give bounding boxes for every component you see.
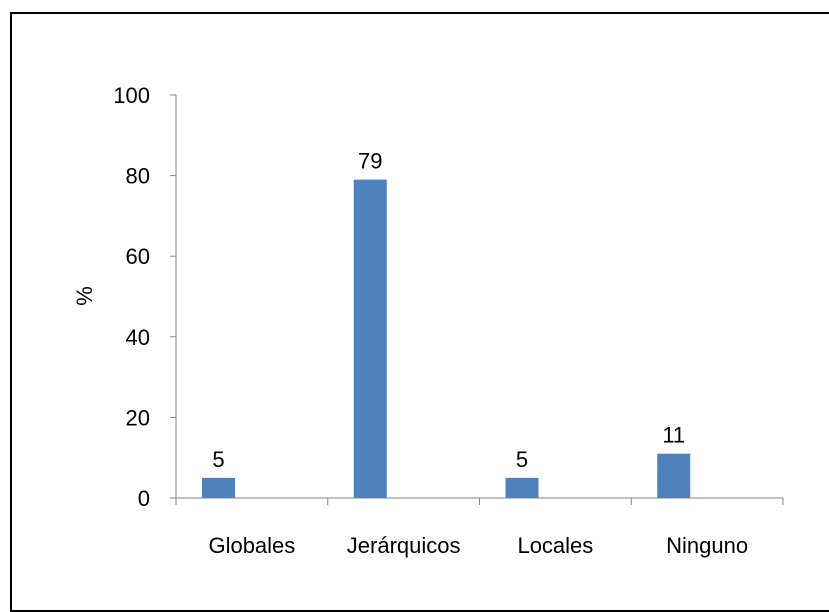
bars	[202, 179, 691, 498]
x-axis: Globales Jerárquicos Locales Ninguno	[175, 497, 784, 558]
y-tick-label: 40	[126, 325, 150, 350]
y-axis-label: %	[72, 286, 97, 306]
bar	[353, 179, 387, 498]
y-axis: 0 20 40 60 80 100	[113, 83, 177, 511]
x-tick-label: Locales	[517, 533, 593, 558]
y-tick-label: 60	[126, 244, 150, 269]
bar-chart: 0 20 40 60 80 100 Globales Jerárquicos Locales N…	[72, 83, 784, 558]
y-tick-label: 80	[126, 164, 150, 189]
x-tick-label: Globales	[208, 533, 295, 558]
bar	[505, 477, 539, 498]
bar	[657, 453, 691, 498]
y-tick-label: 0	[138, 486, 150, 511]
y-tick-label: 20	[126, 405, 150, 430]
data-label: 11	[662, 423, 685, 448]
bar	[202, 477, 235, 498]
x-tick-label: Ninguno	[666, 533, 748, 558]
y-tick-label: 100	[113, 83, 150, 108]
data-label: 5	[516, 447, 528, 472]
data-label: 5	[212, 447, 224, 472]
x-tick-label: Jerárquicos	[347, 533, 461, 558]
data-labels: 5 79 5 11	[212, 149, 685, 472]
data-label: 79	[358, 149, 382, 174]
